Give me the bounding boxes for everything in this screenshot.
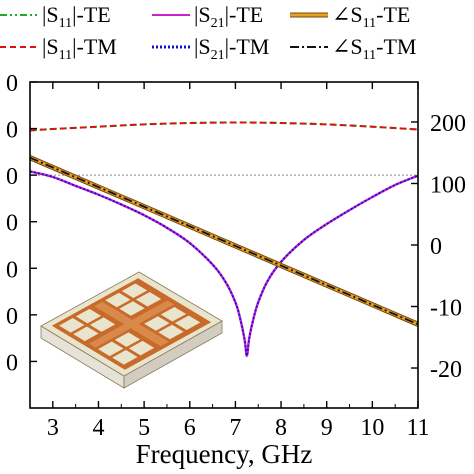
y-right-tick-label: -10 (430, 296, 462, 322)
pattern-slot (119, 301, 145, 316)
legend-label: ∠S11-TM (332, 34, 416, 63)
y-left-tick-label: 0 (6, 304, 18, 330)
x-tick-label: 10 (360, 415, 384, 441)
pattern-slot (112, 350, 138, 365)
legend-entry: |S11|-TM (0, 34, 117, 63)
x-tick-label: 8 (275, 415, 287, 441)
y-right-tick-label: 0 (430, 234, 442, 260)
series-line (29, 156, 419, 326)
y-left-tick-label: 0 (6, 257, 18, 283)
legend-label: |S11|-TM (42, 34, 117, 63)
pattern-strip (89, 300, 174, 348)
y-left-tick-label: 0 (6, 71, 18, 97)
legend-entry: |S21|-TE (152, 2, 263, 31)
x-tick-label: 4 (92, 415, 104, 441)
legend-label: |S21|-TE (194, 2, 263, 31)
x-tick-label: 7 (229, 415, 241, 441)
series-layer (28, 121, 420, 358)
legend: |S11|-TE |S21|-TE ∠S11-TE |S11|-TM |S21|-TM ∠… (0, 2, 416, 63)
series-line (29, 170, 419, 357)
y-left-tick-label: 0 (6, 118, 18, 144)
pattern-slot (135, 292, 162, 307)
tick-labels: 3 4 5 6 7 8 9 10 11 0 0 0 0 0 0 0 200 100 0 -10 -20 (6, 71, 466, 441)
x-tick-label: 11 (406, 415, 429, 441)
pattern-slot (174, 315, 201, 330)
pattern-slot (158, 324, 184, 340)
series-line (29, 121, 419, 132)
y-right-tick-label: -20 (430, 357, 462, 383)
pattern-slot (160, 307, 187, 322)
pattern-slot (75, 308, 102, 324)
y-right-tick-label: 100 (430, 172, 466, 198)
metasurface-unit-cell-illustration (40, 271, 223, 389)
pattern-slot (144, 316, 170, 331)
pattern-slot (128, 340, 155, 356)
legend-label: ∠S11-TE (332, 2, 410, 31)
legend-entry: ∠S11-TE (290, 2, 410, 31)
x-tick-label: 3 (47, 415, 59, 441)
y-left-tick-label: 0 (6, 211, 18, 237)
legend-entry: ∠S11-TM (290, 34, 416, 63)
pattern-slot (114, 332, 141, 347)
pattern-slot (89, 317, 116, 332)
y-right-tick-label: 200 (430, 111, 466, 137)
x-tick-label: 9 (321, 415, 333, 441)
pattern-slot (98, 341, 124, 357)
legend-label: |S21|-TM (194, 34, 269, 63)
pattern-slot (105, 292, 131, 308)
x-tick-label: 5 (138, 415, 150, 441)
y-left-tick-label: 0 (6, 164, 18, 190)
legend-entry: |S21|-TM (152, 34, 269, 63)
x-axis-title: Frequency, GHz (136, 439, 313, 469)
x-tick-label: 6 (184, 415, 196, 441)
legend-label: |S11|-TE (42, 2, 111, 31)
legend-entry: |S11|-TE (0, 2, 111, 31)
pattern-slot (73, 326, 99, 342)
y-left-tick-label: 0 (6, 350, 18, 376)
pattern-slot (121, 283, 148, 298)
pattern-slot (59, 318, 85, 333)
